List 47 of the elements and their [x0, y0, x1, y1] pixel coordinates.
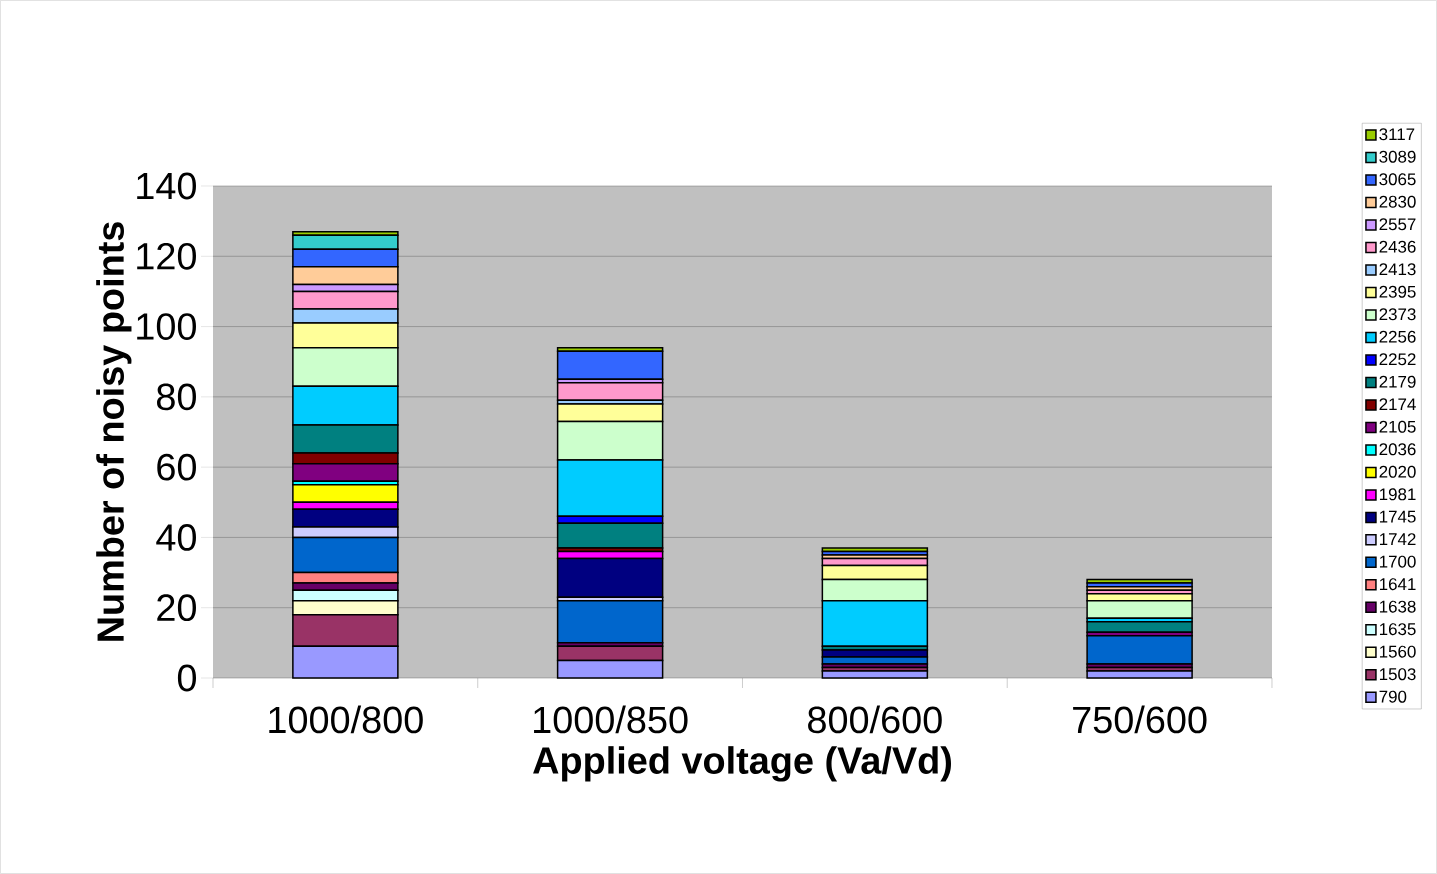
bar	[1086, 621, 1193, 634]
legend-label: 2557	[1379, 218, 1416, 231]
legend-label: 2373	[1379, 308, 1416, 321]
legend-label: 790	[1379, 690, 1407, 703]
legend-label: 1560	[1379, 645, 1416, 658]
legend-label: 2413	[1379, 263, 1416, 276]
legend-label: 2395	[1379, 285, 1416, 298]
legend-label: 1503	[1379, 668, 1416, 681]
bar	[556, 599, 664, 644]
y-tick-label: 40	[156, 524, 196, 551]
legend-label: 2020	[1379, 465, 1416, 478]
x-tick-label: 800/600	[808, 705, 942, 734]
legend-label: 2036	[1379, 443, 1416, 456]
bar	[1086, 670, 1193, 679]
y-tick-label: 80	[157, 383, 196, 411]
legend-label: 3065	[1379, 173, 1416, 186]
bar	[821, 670, 929, 679]
y-tick-label: 120	[137, 242, 196, 270]
legend-label: 1638	[1379, 600, 1416, 613]
legend-label: 2252	[1379, 353, 1416, 366]
x-tick-label: 750/600	[1073, 705, 1207, 734]
y-tick-label: 60	[157, 453, 196, 481]
x-tick-label: 1000/850	[534, 705, 688, 734]
y-tick-label: 0	[177, 664, 196, 692]
x-axis-title: Applied voltage (Va/Vd)	[533, 746, 951, 782]
legend-label: 2179	[1379, 375, 1416, 388]
legend-label: 2174	[1379, 398, 1416, 411]
legend-label: 1700	[1379, 555, 1416, 568]
y-tick-label: 140	[137, 172, 196, 200]
legend-label: 2436	[1379, 240, 1416, 253]
legend-label: 3117	[1379, 128, 1415, 141]
legend-label: 1981	[1379, 488, 1416, 501]
legend-label: 2830	[1379, 195, 1416, 208]
bar	[556, 350, 664, 381]
legend-label: 3089	[1379, 150, 1416, 163]
x-tick-label: 1000/800	[269, 705, 423, 734]
legend-label: 2256	[1379, 330, 1416, 343]
legend-label: 1745	[1379, 510, 1416, 523]
legend-label: 1641	[1379, 578, 1416, 591]
y-tick-label: 20	[157, 594, 196, 622]
legend-label: 1635	[1379, 623, 1416, 636]
y-tick-label: 100	[137, 313, 196, 340]
legend-label: 2105	[1379, 420, 1416, 433]
legend-label: 1742	[1379, 533, 1416, 545]
y-axis-title: Number of noisy points	[96, 222, 132, 641]
bar	[556, 382, 664, 402]
bar	[1086, 635, 1193, 665]
